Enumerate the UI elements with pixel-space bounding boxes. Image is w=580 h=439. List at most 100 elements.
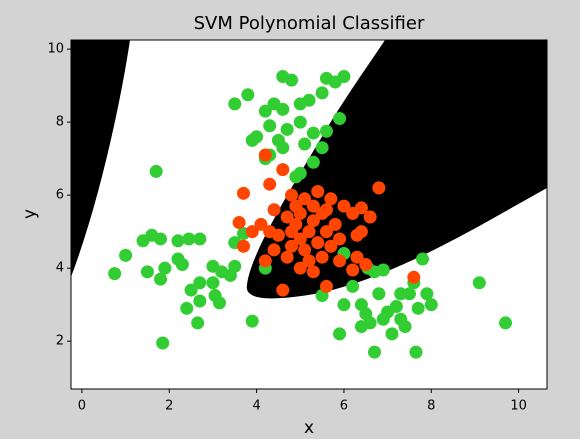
- point: [149, 164, 163, 178]
- point: [280, 250, 294, 264]
- point: [315, 250, 329, 264]
- point: [293, 206, 307, 220]
- point: [285, 239, 299, 253]
- point: [258, 148, 272, 162]
- point: [311, 185, 325, 199]
- point: [267, 203, 281, 217]
- point: [119, 248, 133, 262]
- point: [285, 225, 299, 239]
- point: [175, 258, 189, 272]
- point: [354, 320, 368, 334]
- point: [350, 250, 364, 264]
- point: [180, 301, 194, 315]
- point: [306, 199, 320, 213]
- point: [324, 192, 338, 206]
- point: [306, 265, 320, 279]
- point: [315, 141, 329, 155]
- point: [411, 301, 425, 315]
- point: [108, 267, 122, 281]
- point: [319, 279, 333, 293]
- y-tick-label: 4: [56, 261, 64, 276]
- point: [182, 232, 196, 246]
- x-tick-label: 8: [427, 399, 435, 414]
- point: [171, 234, 185, 248]
- point: [276, 163, 290, 177]
- point: [293, 115, 307, 129]
- chart-title: SVM Polynomial Classifier: [194, 13, 425, 34]
- point: [424, 298, 438, 312]
- point: [236, 186, 250, 200]
- point: [245, 225, 259, 239]
- point: [263, 177, 277, 191]
- point: [319, 203, 333, 217]
- point: [398, 320, 412, 334]
- point: [228, 259, 242, 273]
- point: [350, 228, 364, 242]
- point: [324, 239, 338, 253]
- point: [158, 261, 172, 275]
- point: [359, 258, 373, 272]
- point: [363, 210, 377, 224]
- point: [245, 133, 259, 147]
- point: [472, 276, 486, 290]
- point: [416, 252, 430, 266]
- point: [280, 122, 294, 136]
- point: [298, 243, 312, 257]
- point: [333, 254, 347, 268]
- point: [140, 265, 154, 279]
- point: [280, 210, 294, 224]
- point: [254, 217, 268, 231]
- point: [276, 141, 290, 155]
- point: [302, 93, 316, 107]
- point: [184, 283, 198, 297]
- point: [346, 279, 360, 293]
- point: [346, 263, 360, 277]
- point: [289, 170, 303, 184]
- point: [389, 299, 403, 313]
- point: [212, 296, 226, 310]
- point: [228, 97, 242, 111]
- point: [263, 119, 277, 133]
- point: [285, 188, 299, 202]
- point: [232, 216, 246, 230]
- point: [385, 327, 399, 341]
- point: [306, 126, 320, 140]
- point: [376, 263, 390, 277]
- point: [420, 287, 434, 301]
- point: [394, 287, 408, 301]
- point: [298, 137, 312, 151]
- point: [236, 239, 250, 253]
- y-tick-label: 6: [56, 188, 64, 203]
- point: [407, 270, 421, 284]
- point: [193, 232, 207, 246]
- point: [409, 345, 423, 359]
- point: [293, 232, 307, 246]
- point: [258, 254, 272, 268]
- axes-frame: [70, 39, 548, 390]
- point: [245, 314, 259, 328]
- y-axis-label: y: [20, 209, 40, 219]
- point: [333, 111, 347, 125]
- point: [328, 75, 342, 89]
- point: [276, 102, 290, 116]
- x-tick-label: 6: [340, 399, 348, 414]
- point: [193, 276, 207, 290]
- point: [319, 124, 333, 138]
- point: [193, 294, 207, 308]
- point: [376, 312, 390, 326]
- x-axis-label: x: [304, 418, 314, 438]
- point: [311, 236, 325, 250]
- point: [337, 298, 351, 312]
- point: [354, 201, 368, 215]
- point: [302, 254, 316, 268]
- point: [337, 199, 351, 213]
- y-tick-label: 10: [47, 42, 64, 57]
- y-tick-label: 2: [56, 334, 64, 349]
- point: [319, 225, 333, 239]
- point: [267, 243, 281, 257]
- y-tick-label: 8: [56, 115, 64, 130]
- point: [372, 181, 386, 195]
- point: [333, 327, 347, 341]
